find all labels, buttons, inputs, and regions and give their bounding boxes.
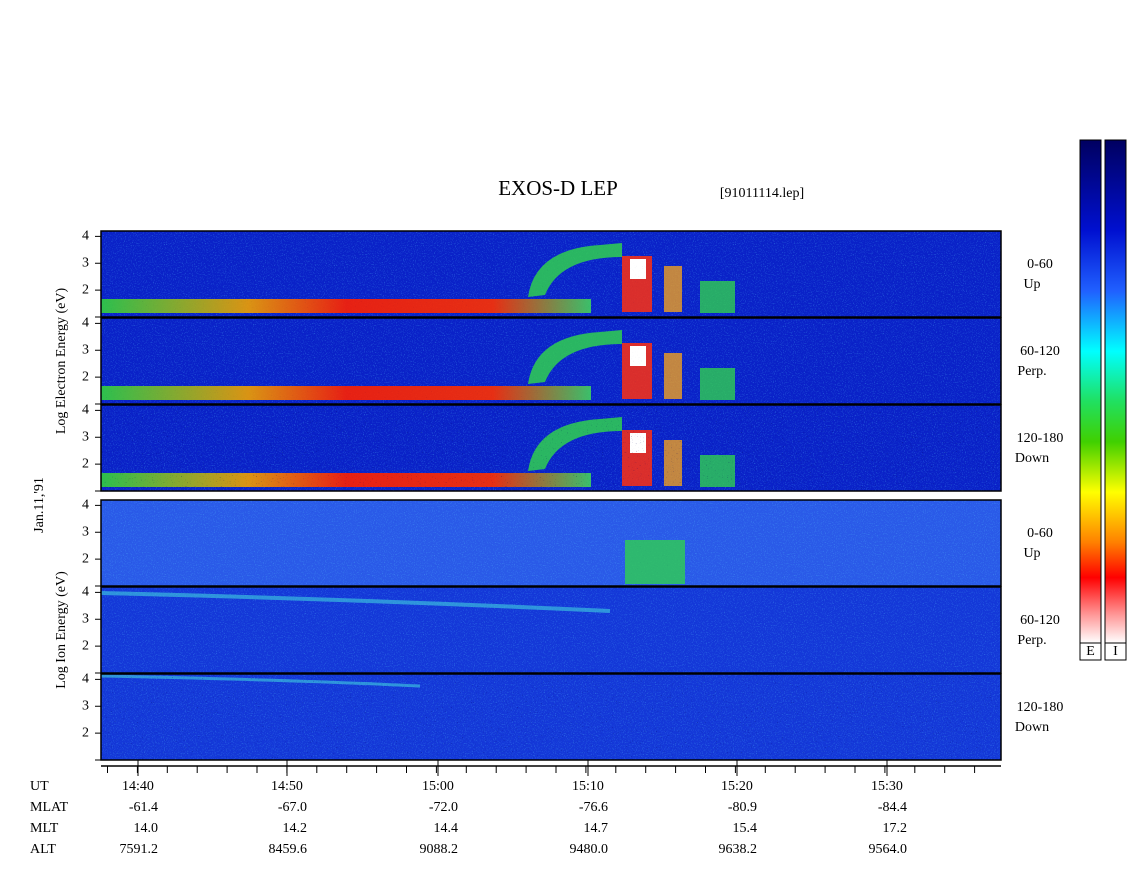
table-cell: -61.4 [129, 800, 158, 815]
table-cell: 14:50 [271, 779, 303, 794]
table-cell: 8459.6 [269, 842, 308, 857]
y-tick-label: 4 [82, 229, 89, 244]
spectrogram-dark-noise [101, 674, 1001, 760]
panel-frame [100, 404, 1002, 492]
direction-label: Up [1023, 277, 1040, 292]
row-label: ALT [30, 842, 56, 857]
table-cell: 9480.0 [570, 842, 609, 857]
channel-label: 120-180 [1017, 700, 1064, 715]
direction-label: Down [1015, 451, 1049, 466]
y-tick-label: 4 [82, 316, 89, 331]
spectrogram-dark-noise [101, 500, 1001, 586]
y-tick-label: 3 [82, 429, 89, 444]
y-tick-label: 4 [82, 498, 89, 513]
table-cell: 7591.2 [120, 842, 159, 857]
table-cell: 14.0 [134, 821, 159, 836]
row-label: UT [30, 779, 49, 794]
table-cell: -80.9 [728, 800, 757, 815]
spectrogram-dark-noise [101, 405, 1001, 491]
table-cell: 15:00 [422, 779, 454, 794]
table-cell: 14.2 [283, 821, 308, 836]
channel-label: 0-60 [1027, 257, 1053, 272]
channel-label: 120-180 [1017, 431, 1064, 446]
direction-label: Perp. [1017, 633, 1046, 648]
y-tick-label: 3 [82, 611, 89, 626]
table-cell: -67.0 [278, 800, 307, 815]
spectrogram-dark-noise [101, 587, 1001, 673]
panel-frame [100, 499, 1002, 587]
y-tick-label: 4 [82, 585, 89, 600]
y-tick-label: 2 [82, 456, 89, 471]
colorbar-label-box [1079, 642, 1102, 661]
direction-label: Perp. [1017, 364, 1046, 379]
date-label: Jan.11,'91 [32, 477, 47, 533]
title: EXOS-D LEP [498, 176, 618, 200]
panel-frame [100, 317, 1002, 405]
channel-label: 60-120 [1020, 344, 1060, 359]
direction-label: Down [1015, 720, 1049, 735]
panel-frame [100, 586, 1002, 674]
colorbar [1079, 139, 1102, 644]
spectrogram-dark-noise [101, 231, 1001, 317]
table-cell: 9564.0 [869, 842, 908, 857]
y-tick-label: 4 [82, 403, 89, 418]
panel-frame [100, 673, 1002, 761]
colorbar-label: I [1113, 644, 1118, 659]
row-label: MLAT [30, 800, 69, 815]
table-cell: -72.0 [429, 800, 458, 815]
table-cell: 15:20 [721, 779, 753, 794]
table-cell: 17.2 [883, 821, 908, 836]
panel-frame [100, 230, 1002, 318]
row-label: MLT [30, 821, 59, 836]
colorbar-label-box [1104, 642, 1127, 661]
table-cell: 14.7 [584, 821, 609, 836]
y-tick-label: 4 [82, 672, 89, 687]
channel-label: 0-60 [1027, 526, 1053, 541]
y-axis-label: Log Ion Energy (eV) [54, 571, 69, 689]
colorbar-label: E [1086, 644, 1095, 659]
table-cell: 14:40 [122, 779, 154, 794]
colorbar [1104, 139, 1127, 644]
table-cell: 15.4 [733, 821, 758, 836]
y-tick-label: 2 [82, 282, 89, 297]
table-cell: 14.4 [434, 821, 459, 836]
y-tick-label: 3 [82, 342, 89, 357]
table-cell: -76.6 [579, 800, 608, 815]
table-cell: 9638.2 [719, 842, 758, 857]
table-cell: 15:10 [572, 779, 604, 794]
y-tick-label: 3 [82, 698, 89, 713]
y-tick-label: 2 [82, 725, 89, 740]
table-cell: -84.4 [878, 800, 907, 815]
table-cell: 15:30 [871, 779, 903, 794]
y-tick-label: 3 [82, 524, 89, 539]
y-tick-label: 3 [82, 255, 89, 270]
y-axis-label: Log Electron Energy (eV) [54, 288, 69, 435]
y-tick-label: 2 [82, 551, 89, 566]
file-label: [91011114.lep] [720, 186, 804, 201]
table-cell: 9088.2 [420, 842, 459, 857]
y-tick-label: 2 [82, 369, 89, 384]
channel-label: 60-120 [1020, 613, 1060, 628]
direction-label: Up [1023, 546, 1040, 561]
y-tick-label: 2 [82, 638, 89, 653]
spectrogram-dark-noise [101, 318, 1001, 404]
